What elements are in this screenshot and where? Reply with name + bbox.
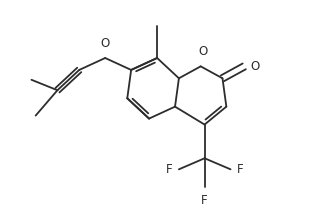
Text: O: O (100, 37, 110, 50)
Text: F: F (166, 163, 172, 176)
Text: F: F (201, 194, 208, 207)
Text: O: O (251, 60, 260, 73)
Text: O: O (198, 45, 208, 58)
Text: F: F (237, 163, 244, 176)
